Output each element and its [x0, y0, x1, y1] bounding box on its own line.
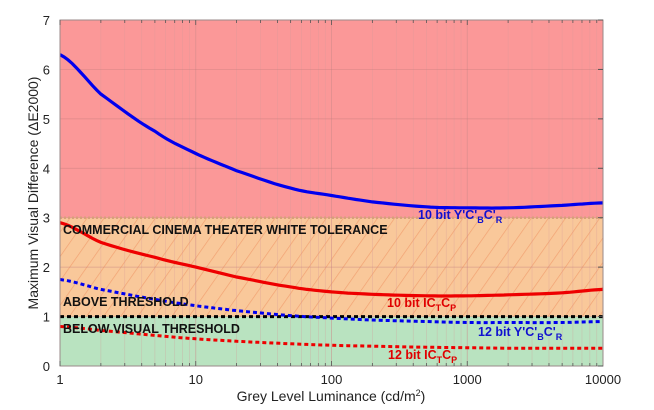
reference-lines: [60, 216, 603, 319]
series-line-1: [60, 221, 603, 298]
x-tick-label: 1: [56, 372, 63, 387]
x-tick-label: 100: [321, 372, 343, 387]
series-label-3: 12 bit ICTCP: [388, 348, 457, 365]
data-series: [60, 53, 603, 350]
series-line-2: [60, 278, 603, 325]
series-label-0: 10 bit Y'C'BC'R: [418, 208, 503, 225]
series-line-0: [60, 53, 603, 210]
y-tick-label: 5: [43, 112, 50, 127]
y-tick-label: 3: [43, 211, 50, 226]
series-labels: 10 bit Y'C'BC'R 10 bit ICTCP 12 bit Y'C'BC…: [387, 208, 563, 365]
y-tick-label: 2: [43, 260, 50, 275]
series-label-1: 10 bit ICTCP: [387, 296, 456, 313]
zone-label-0: COMMERCIAL CINEMA THEATER WHITE TOLERANC…: [63, 223, 388, 237]
x-tick-label: 10: [189, 372, 203, 387]
x-tick-label: 10000: [585, 372, 621, 387]
zone-label-1: ABOVE THRESHOLD: [63, 295, 189, 309]
y-tick-label: 6: [43, 62, 50, 77]
series-label-2: 12 bit Y'C'BC'R: [478, 325, 563, 342]
y-tick-label: 4: [43, 161, 50, 176]
x-axis-ticks: 1 10 100 1000 10000: [56, 20, 621, 387]
x-axis-label: Grey Level Luminance (cd/m2): [237, 388, 426, 404]
zone-labels: COMMERCIAL CINEMA THEATER WHITE TOLERANC…: [63, 223, 388, 336]
series-line-3: [60, 325, 603, 350]
x-tick-label: 1000: [453, 372, 482, 387]
y-tick-label: 0: [43, 359, 50, 374]
y-axis-label: Maximum Visual Difference (ΔE2000): [25, 77, 41, 310]
y-tick-label: 1: [43, 310, 50, 325]
y-tick-label: 7: [43, 13, 50, 28]
y-axis-ticks: 0 1 2 3 4 5 6 7: [43, 13, 603, 374]
zone-label-2: BELOW VISUAL THRESHOLD: [63, 322, 240, 336]
